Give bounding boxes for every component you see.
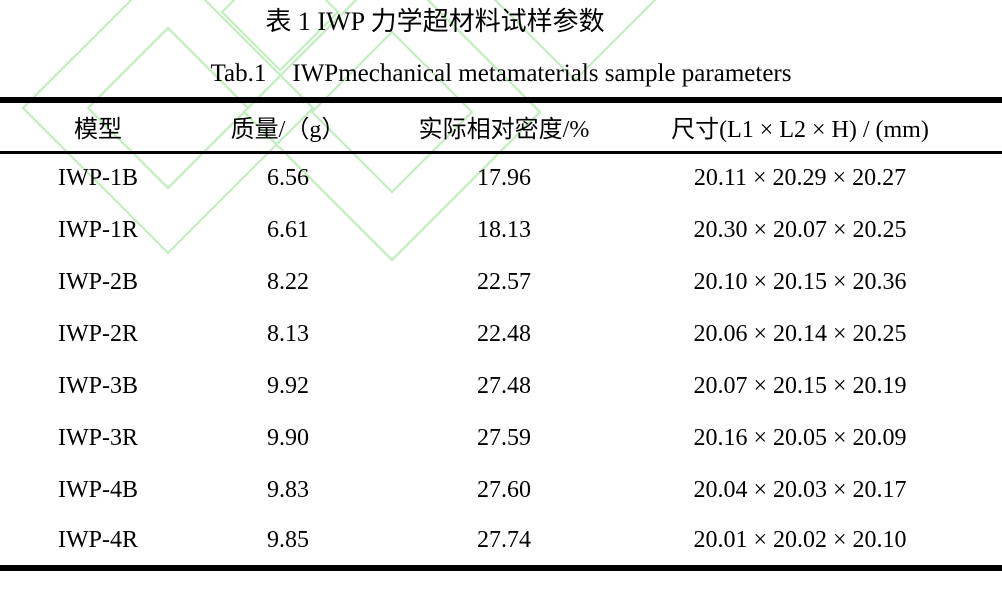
mass-cell: 9.92 xyxy=(267,372,309,399)
model-cell: IWP-1B xyxy=(58,165,138,192)
mass-cell: 8.13 xyxy=(267,320,309,347)
model-cell: IWP-2B xyxy=(58,268,138,295)
density-cell: 27.60 xyxy=(477,476,531,503)
density-cell: 27.74 xyxy=(477,527,531,553)
model-cell: IWP-4R xyxy=(58,527,138,553)
size-cell: 20.11 × 20.29 × 20.27 xyxy=(693,165,907,192)
sample-parameters-table: 模型 质量/（g） 实际相对密度/% 尺寸(L1 × L2 × H) / (mm… xyxy=(0,97,1002,571)
column-header-mass: 质量/（g） xyxy=(230,117,346,144)
model-cell: IWP-3R xyxy=(58,424,138,451)
density-cell: 17.96 xyxy=(477,165,531,192)
table-caption-text: IWPmechanical metamaterials sample param… xyxy=(292,59,792,87)
model-cell: IWP-3B xyxy=(58,372,138,399)
table-row: IWP-4R 9.85 27.74 20.01 × 20.02 × 20.10 xyxy=(0,516,1002,568)
table-row: IWP-2R 8.13 22.48 20.06 × 20.14 × 20.25 xyxy=(0,308,1002,360)
table-row: IWP-4B 9.83 27.60 20.04 × 20.03 × 20.17 xyxy=(0,464,1002,516)
table-caption-english: Tab.1 IWPmechanical metamaterials sample … xyxy=(0,59,1002,89)
density-cell: 27.59 xyxy=(477,424,531,451)
table-row: IWP-3B 9.92 27.48 20.07 × 20.15 × 20.19 xyxy=(0,360,1002,412)
size-cell: 20.06 × 20.14 × 20.25 xyxy=(693,320,907,347)
size-cell: 20.10 × 20.15 × 20.36 xyxy=(693,268,907,295)
model-cell: IWP-4B xyxy=(58,476,138,503)
table-row: IWP-1R 6.61 18.13 20.30 × 20.07 × 20.25 xyxy=(0,204,1002,256)
column-header-density: 实际相对密度/% xyxy=(418,117,590,144)
density-cell: 22.57 xyxy=(477,268,531,295)
table-row: IWP-2B 8.22 22.57 20.10 × 20.15 × 20.36 xyxy=(0,256,1002,308)
table-row: IWP-1B 6.56 17.96 20.11 × 20.29 × 20.27 xyxy=(0,152,1002,204)
column-header-model: 模型 xyxy=(74,117,122,144)
table-caption-label: Tab.1 xyxy=(210,59,267,87)
table-row: IWP-3R 9.90 27.59 20.16 × 20.05 × 20.09 xyxy=(0,412,1002,464)
density-cell: 27.48 xyxy=(477,372,531,399)
table-title-chinese: 表 1 IWP 力学超材料试样参数 xyxy=(265,7,605,36)
mass-cell: 9.85 xyxy=(267,527,309,553)
table-header-row: 模型 质量/（g） 实际相对密度/% 尺寸(L1 × L2 × H) / (mm… xyxy=(0,100,1002,152)
size-cell: 20.01 × 20.02 × 20.10 xyxy=(693,527,907,553)
model-cell: IWP-2R xyxy=(58,320,138,347)
column-header-size: 尺寸(L1 × L2 × H) / (mm) xyxy=(671,117,929,144)
table-body: IWP-1B 6.56 17.96 20.11 × 20.29 × 20.27 … xyxy=(0,152,1002,568)
mass-cell: 6.61 xyxy=(267,216,309,243)
size-cell: 20.30 × 20.07 × 20.25 xyxy=(693,216,907,243)
mass-cell: 9.83 xyxy=(267,476,309,503)
size-cell: 20.16 × 20.05 × 20.09 xyxy=(693,424,907,451)
size-cell: 20.07 × 20.15 × 20.19 xyxy=(693,372,907,399)
density-cell: 22.48 xyxy=(477,320,531,347)
model-cell: IWP-1R xyxy=(58,216,138,243)
size-cell: 20.04 × 20.03 × 20.17 xyxy=(693,476,907,503)
mass-cell: 9.90 xyxy=(267,424,309,451)
mass-cell: 8.22 xyxy=(267,268,309,295)
mass-cell: 6.56 xyxy=(267,165,309,192)
density-cell: 18.13 xyxy=(477,216,531,243)
